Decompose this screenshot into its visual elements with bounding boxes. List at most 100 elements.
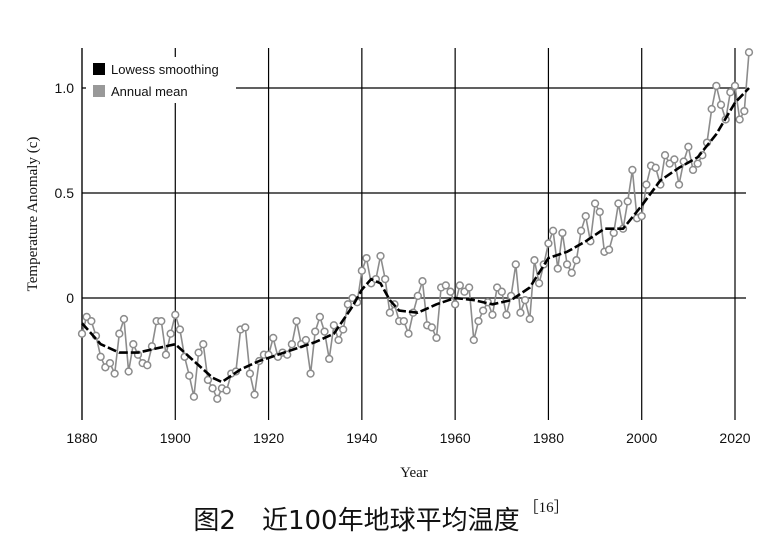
legend-swatch-lowess	[93, 63, 105, 75]
annual-mean-point-1937	[343, 300, 353, 309]
x-tick-label-1880: 1880	[66, 430, 97, 446]
annual-mean-point-1909	[213, 394, 222, 403]
annual-mean-point-1928	[301, 335, 311, 345]
annual-mean-point-1903	[185, 371, 194, 380]
annual-mean-point-1961	[455, 281, 464, 290]
annual-mean-point-1988	[581, 211, 590, 221]
annual-mean-point-1994	[609, 228, 618, 238]
x-tick-label-1940: 1940	[346, 430, 377, 446]
annual-mean-point-1934	[329, 321, 339, 330]
annual-mean-point-2005	[660, 151, 670, 160]
x-tick-label-2020: 2020	[719, 430, 750, 446]
annual-mean-point-1990	[590, 199, 600, 208]
annual-mean-point-1982	[553, 264, 562, 273]
annual-mean-point-1968	[488, 310, 497, 319]
annual-mean-point-1995	[614, 199, 623, 208]
annual-mean-point-1991	[595, 207, 604, 217]
annual-mean-point-1965	[474, 316, 483, 326]
y-axis-label: Temperature Anomaly (c)	[25, 137, 41, 292]
annual-mean-point-2023	[744, 48, 754, 57]
annual-mean-point-2011	[688, 165, 698, 175]
y-tick-label-0: 0	[66, 290, 74, 306]
annual-mean-point-1916	[245, 369, 255, 378]
annual-mean-point-2017	[716, 100, 726, 109]
annual-mean-point-1921	[269, 333, 278, 343]
annual-mean-point-2021	[735, 115, 744, 124]
grid-lines	[81, 48, 746, 420]
annual-mean-point-1950	[404, 329, 413, 338]
figure-caption: 图2 近100年地球平均温度 ［16］	[0, 500, 762, 537]
annual-mean-point-1931	[315, 312, 325, 322]
annual-mean-point-1976	[525, 314, 534, 324]
annual-mean-point-2015	[707, 104, 716, 114]
annual-mean-point-1964	[469, 335, 478, 345]
annual-mean-point-1915	[241, 323, 250, 332]
annual-mean-point-1985	[567, 268, 576, 277]
annual-mean-point-1973	[511, 260, 520, 269]
annual-mean-point-1926	[292, 316, 301, 326]
annual-mean-point-1891	[129, 340, 138, 349]
x-tick-label-1900: 1900	[160, 430, 191, 446]
annual-mean-point-2012	[693, 159, 702, 168]
annual-mean-point-2022	[740, 106, 749, 116]
annual-mean-point-1905	[194, 348, 203, 357]
annual-mean-point-1997	[623, 197, 632, 206]
annual-mean-point-1946	[385, 308, 394, 317]
annual-mean-point-1889	[119, 314, 129, 324]
annual-mean-point-1899	[166, 329, 175, 338]
annual-mean-point-2000	[637, 211, 646, 221]
annual-mean-point-1904	[189, 392, 199, 401]
annual-mean-point-1958	[441, 281, 450, 290]
annual-mean-point-1941	[362, 253, 371, 263]
annual-mean-point-1971	[502, 310, 511, 319]
annual-mean-point-1983	[558, 228, 567, 238]
annual-mean-point-1960	[450, 300, 460, 309]
legend-swatch-annual	[93, 85, 105, 97]
annual-mean-point-1933	[325, 354, 334, 364]
annual-mean-point-1998	[628, 165, 637, 175]
annual-mean-point-1890	[124, 367, 133, 376]
annual-mean-point-1936	[339, 325, 348, 334]
annual-mean-point-1963	[464, 283, 474, 292]
annual-mean-point-1984	[562, 260, 572, 269]
annual-mean-point-1887	[110, 369, 119, 378]
annual-mean-point-1953	[418, 277, 427, 286]
annual-mean-point-1908	[208, 384, 217, 393]
caption-citation: ［16］	[523, 500, 569, 516]
annual-mean-point-1940	[357, 266, 367, 275]
annual-mean-point-1929	[306, 369, 315, 378]
annual-mean-point-1882	[87, 316, 96, 326]
annual-mean-point-1966	[478, 306, 488, 315]
annual-mean-point-1944	[376, 251, 385, 261]
x-tick-label-1920: 1920	[253, 430, 284, 446]
legend-label-lowess: Lowess smoothing	[111, 62, 219, 77]
annual-mean-point-1974	[516, 308, 525, 317]
caption-text: 图2 近100年地球平均温度	[193, 506, 520, 536]
x-tick-label-2000: 2000	[626, 430, 657, 446]
annual-mean-point-1897	[157, 316, 166, 326]
annual-mean-point-1987	[576, 226, 586, 235]
annual-mean-point-1925	[287, 340, 297, 349]
legend: Lowess smoothing Annual mean	[86, 57, 236, 103]
temperature-chart: 1880 1900 1920 1940 1960 1980 2000 202000.51.0 …	[25, 48, 754, 481]
annual-mean-point-2019	[726, 88, 735, 97]
annual-mean-point-1935	[334, 335, 343, 345]
legend-label-annual: Annual mean	[111, 84, 188, 99]
annual-mean-point-2001	[642, 180, 651, 189]
annual-mean-point-1975	[520, 295, 530, 305]
annual-mean-point-1980	[544, 239, 553, 248]
annual-mean-point-1930	[311, 327, 320, 336]
lowess-smoothing-line	[81, 87, 750, 384]
legend-background	[86, 57, 236, 103]
annual-mean-point-1981	[548, 226, 558, 235]
annual-mean-line	[81, 52, 750, 401]
annual-mean-point-1959	[446, 287, 455, 296]
annual-mean-point-2010	[684, 142, 693, 151]
annual-mean-point-1949	[399, 316, 408, 326]
lowess-smoothing-series	[81, 87, 750, 384]
x-tick-label-1960: 1960	[440, 430, 471, 446]
annual-mean-point-1895	[147, 342, 157, 351]
annual-mean-point-1911	[222, 386, 231, 395]
annual-mean-point-1894	[143, 361, 152, 370]
y-tick-label-0.5: 0.5	[55, 185, 75, 201]
